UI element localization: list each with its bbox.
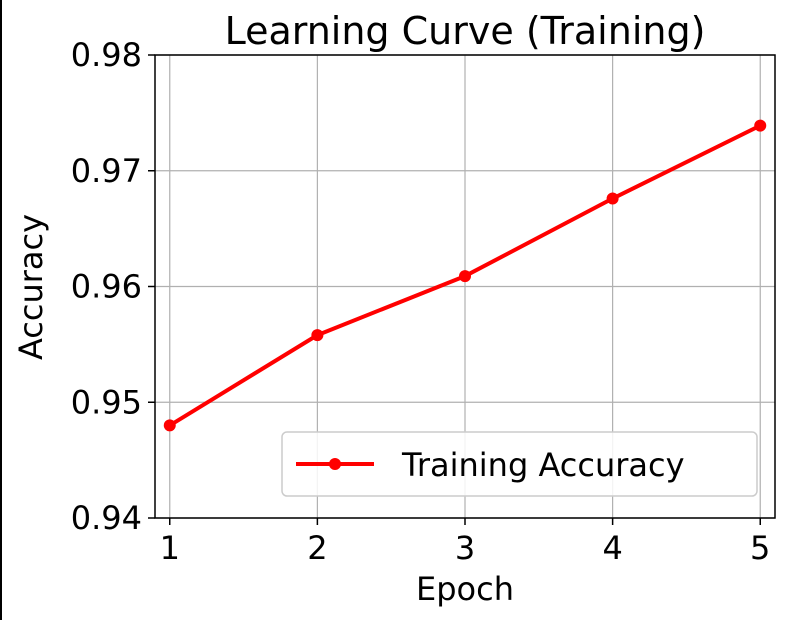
series-layer xyxy=(163,119,767,432)
x-tick-label: 4 xyxy=(602,529,622,567)
plot-frame xyxy=(154,54,776,519)
legend-box xyxy=(281,431,758,497)
x-tick-label: 1 xyxy=(160,529,180,567)
y-tick-label: 0.94 xyxy=(71,499,142,537)
legend-label: Training Accuracy xyxy=(401,446,685,484)
legend: Training Accuracy xyxy=(281,431,758,497)
x-axis-label: Epoch xyxy=(416,570,514,608)
chart-title: Learning Curve (Training) xyxy=(225,9,706,53)
x-tick-label: 3 xyxy=(455,529,475,567)
y-tick-label: 0.96 xyxy=(71,268,142,306)
y-axis-label: Accuracy xyxy=(12,214,50,360)
y-tick-label: 0.98 xyxy=(71,36,142,74)
data-point xyxy=(311,329,324,342)
data-point xyxy=(163,419,176,432)
legend-marker-swatch xyxy=(329,458,341,470)
data-point xyxy=(459,270,471,283)
y-tick-label: 0.95 xyxy=(71,383,142,421)
x-tick-label: 2 xyxy=(307,529,327,567)
y-tick-label: 0.97 xyxy=(71,152,142,190)
x-tick-label: 5 xyxy=(750,529,770,567)
axis-ticks: 1 2 3 4 5 0.94 0.95 0.96 0.97 0.98 xyxy=(71,36,771,567)
data-point xyxy=(606,192,619,205)
data-point xyxy=(754,119,767,132)
